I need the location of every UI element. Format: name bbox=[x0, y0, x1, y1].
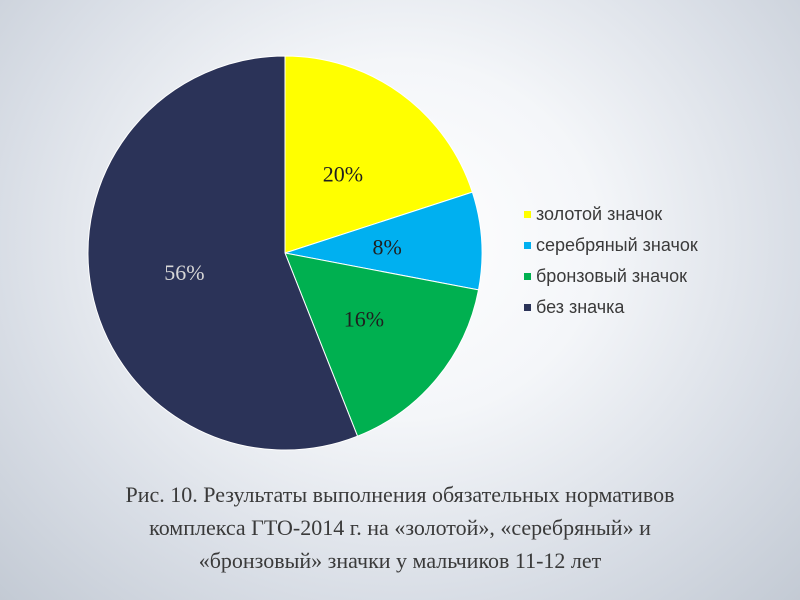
legend-swatch bbox=[524, 211, 531, 218]
data-label-без-значка: 56% bbox=[164, 260, 204, 285]
data-label-бронзовый-значок: 16% bbox=[344, 306, 384, 331]
legend-swatch bbox=[524, 304, 531, 311]
pie-chart: 20% 8% 16% 56% bbox=[87, 55, 483, 451]
legend-item-без-значка: без значка bbox=[524, 292, 698, 323]
legend-label: золотой значок bbox=[536, 204, 663, 224]
legend-swatch bbox=[524, 273, 531, 280]
legend-label: серебряный значок bbox=[536, 235, 698, 255]
pie-slice-серебряный-значок bbox=[284, 191, 483, 291]
pie-slice-без-значка bbox=[87, 55, 359, 451]
legend-swatch bbox=[524, 242, 531, 249]
legend-item-серебряный-значок: серебряный значок bbox=[524, 230, 698, 261]
pie-slice-золотой-значок bbox=[284, 55, 473, 254]
pie-slice-бронзовый-значок bbox=[284, 252, 480, 437]
legend: золотой значок серебряный значок бронзовый… bbox=[524, 199, 698, 323]
chart-area: 20% 8% 16% 56% золотой значок серебряный зна… bbox=[87, 55, 698, 451]
legend-label: бронзовый значок bbox=[536, 266, 687, 286]
legend-label: без значка bbox=[536, 297, 625, 317]
legend-item-золотой-значок: золотой значок bbox=[524, 199, 698, 230]
data-label-серебряный-значок: 8% bbox=[373, 235, 402, 260]
data-label-золотой-значок: 20% bbox=[323, 161, 363, 186]
figure-caption: Рис. 10. Результаты выполнения обязатель… bbox=[40, 478, 760, 577]
legend-item-бронзовый-значок: бронзовый значок bbox=[524, 261, 698, 292]
caption-line-2: комплекса ГТО-2014 г. на «золотой», «сер… bbox=[149, 515, 651, 540]
caption-line-3: «бронзовый» значки у мальчиков 11-12 лет bbox=[198, 548, 602, 573]
caption-line-1: Рис. 10. Результаты выполнения обязатель… bbox=[125, 482, 675, 507]
